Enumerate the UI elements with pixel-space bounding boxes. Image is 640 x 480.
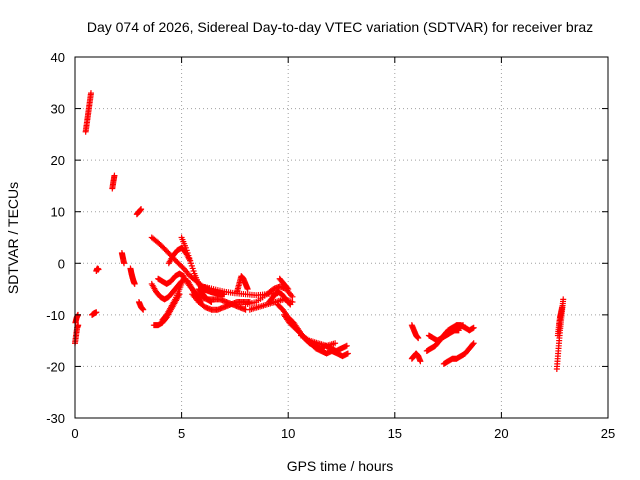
series-s28 <box>280 311 351 360</box>
y-tick-label: 30 <box>51 102 65 117</box>
x-axis-label: GPS time / hours <box>287 458 394 474</box>
y-tick-label: -10 <box>46 308 65 323</box>
series-s01 <box>72 322 82 347</box>
series-s34 <box>434 322 467 344</box>
series-s07 <box>118 249 128 267</box>
data-point <box>470 340 477 347</box>
series-s23 <box>242 283 296 308</box>
data-points <box>72 90 567 373</box>
x-tick-label: 15 <box>388 426 402 441</box>
data-point <box>344 350 351 357</box>
data-point <box>460 322 467 329</box>
series-s09 <box>133 206 145 218</box>
y-tick-label: -30 <box>46 411 65 426</box>
series-s20 <box>195 286 215 305</box>
data-point <box>286 300 293 307</box>
y-tick-label: 40 <box>51 50 65 65</box>
series-s10 <box>135 298 147 313</box>
series-s19 <box>189 291 253 313</box>
data-point <box>244 286 251 293</box>
x-tick-label: 25 <box>601 426 615 441</box>
series-s06 <box>109 172 118 192</box>
series-s05 <box>93 265 102 275</box>
data-point <box>289 293 296 300</box>
axis-ticks: 0 5 10 15 20 25 -30 -20 -10 0 10 20 30 40 <box>46 50 615 441</box>
x-tick-label: 5 <box>178 426 185 441</box>
data-point <box>95 266 102 273</box>
data-point <box>415 335 422 342</box>
data-point <box>87 90 94 97</box>
y-axis-label: SDTVAR / TECUs <box>5 182 21 294</box>
data-point <box>470 324 477 331</box>
data-point <box>285 286 292 293</box>
series-s22 <box>234 273 251 295</box>
series-s35 <box>440 340 477 367</box>
series-s37 <box>554 304 566 339</box>
data-point <box>287 301 294 308</box>
x-tick-label: 0 <box>71 426 78 441</box>
series-s30 <box>408 322 422 342</box>
data-point <box>560 296 567 303</box>
data-point <box>417 358 424 365</box>
x-tick-label: 20 <box>494 426 508 441</box>
data-point <box>208 298 215 305</box>
x-tick-label: 10 <box>281 426 295 441</box>
series-s25 <box>266 288 294 308</box>
data-point <box>111 172 118 179</box>
series-s29 <box>297 332 339 349</box>
series-s03 <box>82 90 94 135</box>
data-point <box>93 309 100 316</box>
series-s02 <box>72 311 81 326</box>
series-s26 <box>276 275 292 293</box>
series-s08 <box>127 265 138 287</box>
data-point <box>121 260 128 267</box>
data-point <box>332 340 339 347</box>
data-point <box>343 342 350 349</box>
data-point <box>131 280 138 287</box>
y-tick-label: 10 <box>51 205 65 220</box>
data-point <box>469 341 476 348</box>
grid-lines <box>75 57 608 418</box>
series-s31 <box>408 350 424 365</box>
data-point <box>140 306 147 313</box>
y-tick-label: 0 <box>58 256 65 271</box>
plot-frame <box>74 56 609 419</box>
chart-title: Day 074 of 2026, Sidereal Day-to-day VTE… <box>87 19 593 35</box>
data-point <box>559 304 566 311</box>
data-point <box>138 206 145 213</box>
y-tick-label: 20 <box>51 153 65 168</box>
y-tick-label: -20 <box>46 359 65 374</box>
data-point <box>284 285 291 292</box>
series-s04 <box>89 309 100 318</box>
